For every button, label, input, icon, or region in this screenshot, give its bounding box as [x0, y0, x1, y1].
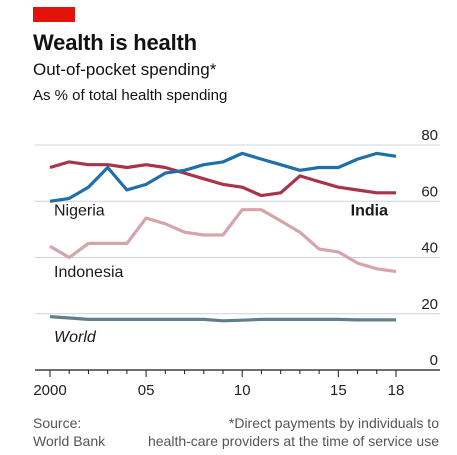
x-tick-label-2000: 2000	[33, 382, 66, 399]
x-tick-label-2018: 18	[388, 382, 405, 399]
footnote-line-1: *Direct payments by individuals to	[228, 415, 439, 431]
chart-title: Wealth is health	[33, 30, 197, 55]
chart-subtitle: Out-of-pocket spending*	[33, 60, 217, 79]
chart-unit-label: As % of total health spending	[33, 87, 228, 104]
series-label-nigeria: Nigeria	[54, 202, 105, 219]
x-tick-label-2005: 05	[138, 382, 155, 399]
series-line-india	[49, 160, 396, 198]
series-line-indonesia	[49, 208, 397, 274]
source-name: World Bank	[33, 433, 106, 449]
y-tick-label-0: 0	[430, 352, 438, 369]
series-label-indonesia: Indonesia	[54, 264, 123, 281]
x-tick-label-2010: 10	[234, 382, 251, 399]
brand-red-tag	[33, 7, 75, 22]
series-line-world	[49, 315, 396, 323]
footnote: *Direct payments by individuals to healt…	[119, 414, 439, 450]
series-label-india: India	[351, 202, 388, 219]
series-line-nigeria	[49, 151, 397, 203]
y-tick-label-60: 60	[421, 183, 438, 200]
y-tick-label-40: 40	[421, 240, 438, 257]
y-tick-label-80: 80	[421, 127, 438, 144]
series-label-world: World	[54, 329, 97, 346]
source-label: Source:	[33, 415, 82, 431]
y-tick-label-20: 20	[421, 296, 438, 313]
footnote-line-2: health-care providers at the time of ser…	[147, 433, 439, 449]
source-note: Source: World Bank	[33, 414, 133, 450]
x-tick-label-2015: 15	[330, 382, 347, 399]
